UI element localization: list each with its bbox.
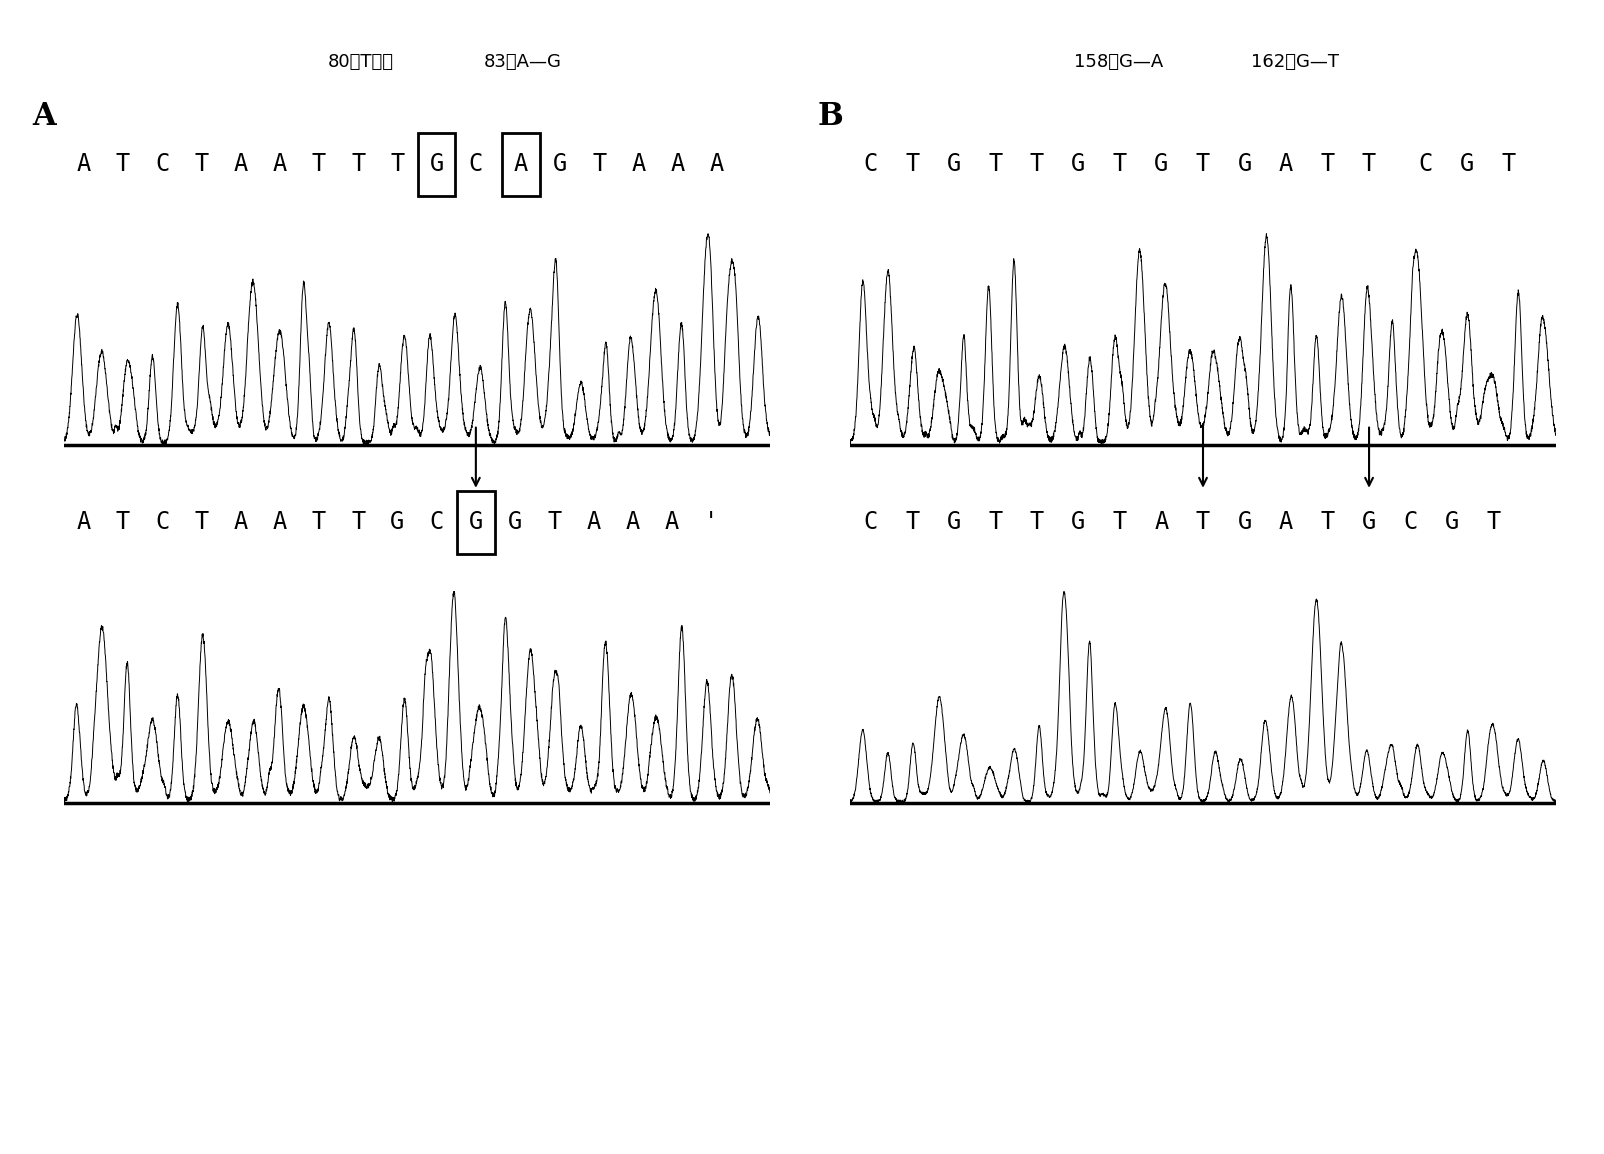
Bar bbox=[417, 133, 456, 196]
Text: T: T bbox=[311, 152, 326, 177]
Text: G: G bbox=[508, 510, 523, 534]
Text: T: T bbox=[988, 152, 1002, 177]
Text: T: T bbox=[1197, 152, 1209, 177]
Text: T: T bbox=[1487, 510, 1501, 534]
Text: A: A bbox=[273, 152, 287, 177]
Text: T: T bbox=[115, 510, 130, 534]
Text: T: T bbox=[351, 152, 366, 177]
Text: A: A bbox=[513, 152, 528, 177]
Text: C: C bbox=[468, 152, 483, 177]
Text: T: T bbox=[1113, 510, 1128, 534]
Text: G: G bbox=[468, 510, 483, 534]
Text: C: C bbox=[1418, 152, 1432, 177]
Text: G: G bbox=[553, 152, 568, 177]
Text: T: T bbox=[311, 510, 326, 534]
Text: C: C bbox=[863, 510, 877, 534]
Text: T: T bbox=[1030, 510, 1044, 534]
Text: G: G bbox=[946, 510, 961, 534]
Text: A: A bbox=[587, 510, 600, 534]
Text: G: G bbox=[430, 152, 444, 177]
Text: T: T bbox=[1501, 152, 1516, 177]
Text: T: T bbox=[1030, 152, 1044, 177]
Text: G: G bbox=[390, 510, 404, 534]
Text: T: T bbox=[390, 152, 404, 177]
Text: A: A bbox=[513, 152, 528, 177]
Text: A: A bbox=[1155, 510, 1169, 534]
Text: A: A bbox=[626, 510, 640, 534]
Text: G: G bbox=[1362, 510, 1376, 534]
Text: C: C bbox=[430, 510, 444, 534]
Text: G: G bbox=[1071, 510, 1086, 534]
Text: A: A bbox=[234, 152, 247, 177]
Text: T: T bbox=[1320, 510, 1335, 534]
Text: T: T bbox=[115, 152, 130, 177]
Text: A: A bbox=[1278, 510, 1293, 534]
Text: 158位G—A: 158位G—A bbox=[1073, 53, 1163, 70]
Text: G: G bbox=[1237, 152, 1251, 177]
Text: A: A bbox=[32, 100, 56, 132]
Text: G: G bbox=[946, 152, 961, 177]
Text: T: T bbox=[194, 510, 209, 534]
Text: G: G bbox=[1071, 152, 1086, 177]
Text: A: A bbox=[77, 510, 91, 534]
Text: C: C bbox=[1404, 510, 1418, 534]
Text: B: B bbox=[816, 100, 844, 132]
Text: G: G bbox=[1445, 510, 1460, 534]
Text: T: T bbox=[1197, 510, 1209, 534]
Text: A: A bbox=[1278, 152, 1293, 177]
Text: 83位A—G: 83位A—G bbox=[484, 53, 561, 70]
Text: 80位T缺失: 80位T缺失 bbox=[327, 53, 393, 70]
Text: G: G bbox=[430, 152, 444, 177]
Text: A: A bbox=[632, 152, 646, 177]
Text: A: A bbox=[711, 152, 723, 177]
Bar bbox=[502, 133, 541, 196]
Text: G: G bbox=[1237, 510, 1251, 534]
Text: T: T bbox=[351, 510, 366, 534]
Text: C: C bbox=[863, 152, 877, 177]
Text: T: T bbox=[988, 510, 1002, 534]
Text: T: T bbox=[547, 510, 561, 534]
Text: T: T bbox=[194, 152, 209, 177]
Text: ': ' bbox=[704, 510, 719, 534]
Text: A: A bbox=[77, 152, 91, 177]
Text: 162位G—T: 162位G—T bbox=[1251, 53, 1339, 70]
Text: T: T bbox=[592, 152, 606, 177]
Text: T: T bbox=[1362, 152, 1376, 177]
Text: G: G bbox=[1155, 152, 1169, 177]
Text: A: A bbox=[670, 152, 685, 177]
Text: G: G bbox=[468, 510, 483, 534]
Text: C: C bbox=[156, 152, 170, 177]
Bar bbox=[457, 490, 494, 554]
Text: T: T bbox=[905, 510, 919, 534]
Text: C: C bbox=[156, 510, 170, 534]
Text: G: G bbox=[1460, 152, 1474, 177]
Text: A: A bbox=[234, 510, 247, 534]
Text: T: T bbox=[905, 152, 919, 177]
Text: A: A bbox=[664, 510, 678, 534]
Text: A: A bbox=[273, 510, 287, 534]
Text: T: T bbox=[1113, 152, 1128, 177]
Text: T: T bbox=[1320, 152, 1335, 177]
